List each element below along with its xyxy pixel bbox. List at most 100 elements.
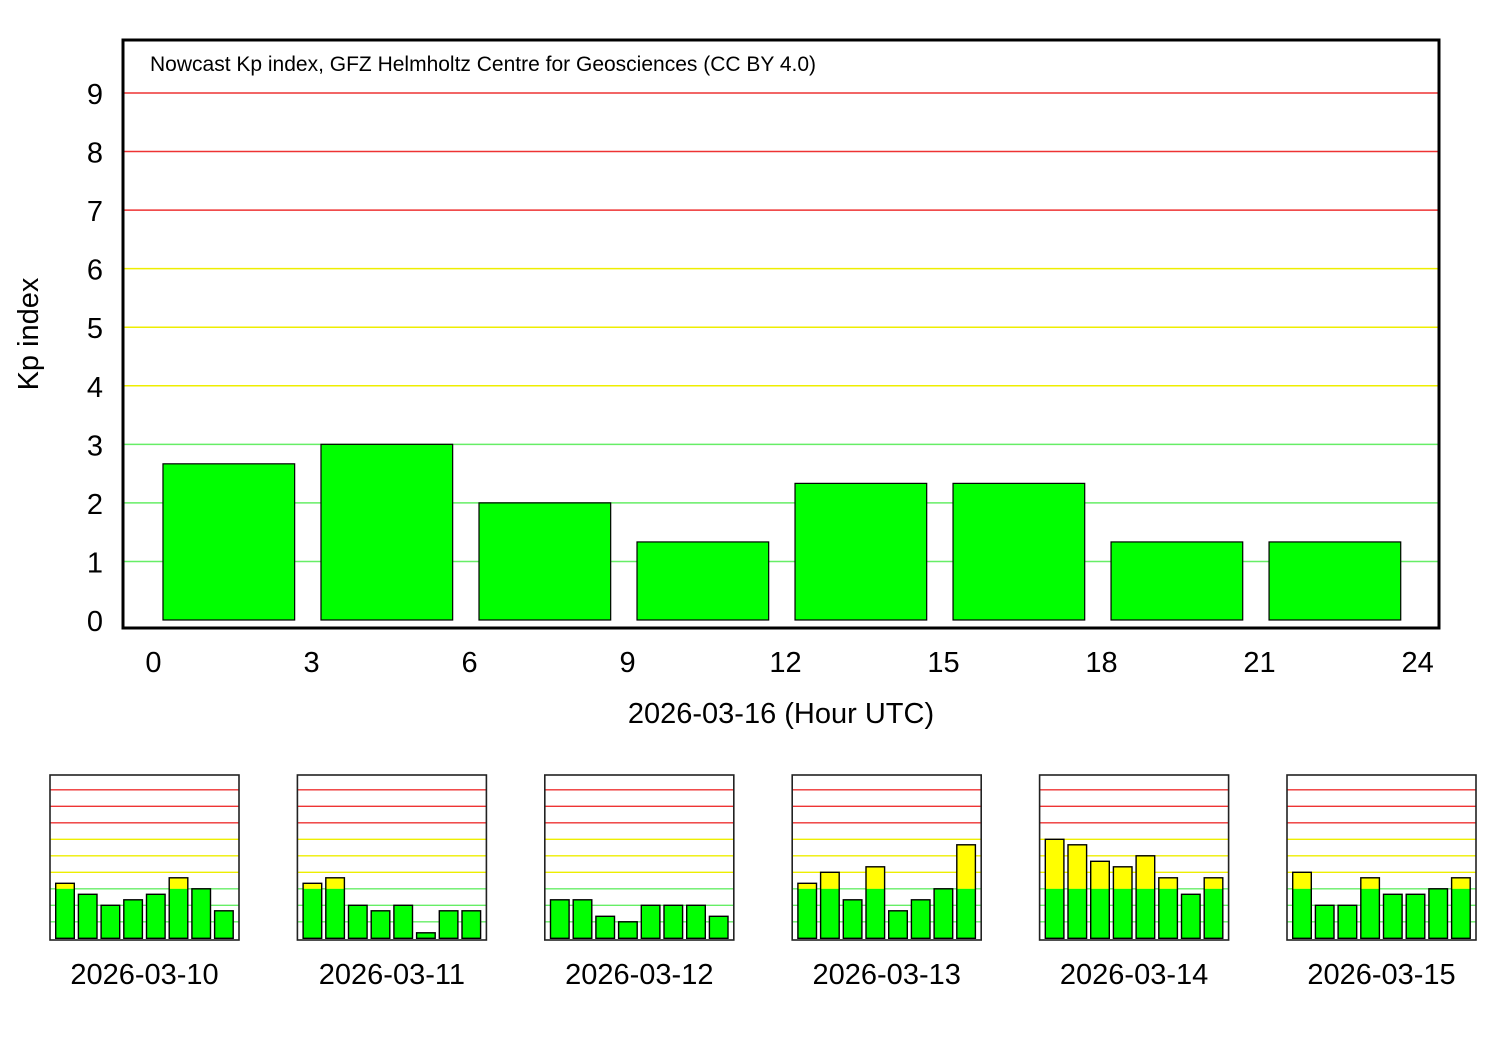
y-tick-label: 3 [87,430,103,462]
mini-kp-bar-quiet [169,888,188,939]
kp-bar [478,502,612,621]
mini-kp-bar [617,921,638,939]
kp-bar [636,541,770,621]
mini-kp-bar [1405,893,1426,939]
mini-kp-bar-quiet [439,910,458,939]
mini-kp-bar [1291,871,1312,939]
mini-kp-bar-quiet [191,888,211,939]
y-tick-label: 2 [87,489,103,521]
mini-kp-bar [663,904,684,939]
kp-bar-quiet [479,502,611,620]
y-tick-label: 4 [87,372,103,404]
mini-kp-bar-quiet [1383,894,1403,939]
mini-kp-bar [1450,877,1471,939]
mini-kp-bar-quiet [101,905,120,939]
mini-kp-bar-quiet [686,905,706,939]
mini-kp-bar [933,888,954,939]
mini-chart-date-label: 2026-03-13 [813,959,961,991]
mini-kp-bar-quiet [1090,888,1110,939]
mini-kp-bar [100,904,121,939]
kp-bar [794,482,928,621]
mini-kp-bar-active [1360,877,1380,889]
x-axis-label: 2026-03-16 (Hour UTC) [628,698,934,730]
mini-kp-bar-active [1136,855,1155,889]
x-tick-label: 18 [1085,647,1117,679]
mini-kp-bar-quiet [573,899,592,939]
mini-kp-bar [168,877,189,939]
mini-kp-bar [347,904,368,939]
mini-kp-bar-quiet [1181,894,1201,939]
mini-kp-bar [910,899,931,939]
mini-kp-bar [888,910,909,939]
mini-kp-bar-quiet [956,888,976,939]
y-tick-label: 9 [87,79,103,111]
mini-kp-bar [461,910,482,939]
mini-kp-bar-active [820,872,840,889]
mini-kp-bar [819,871,840,939]
mini-kp-bar-quiet [325,888,345,939]
mini-kp-bar [1158,877,1179,939]
mini-kp-bar [191,888,212,939]
kp-bar [1268,541,1402,621]
y-axis-label: Kp index [13,277,45,390]
mini-kp-bar-active [797,883,817,889]
y-tick-label: 5 [87,313,103,345]
mini-kp-bar-quiet [348,905,368,939]
mini-kp-bar [797,882,818,939]
mini-kp-bar-active [325,877,345,889]
mini-kp-bar-quiet [1315,905,1334,939]
mini-kp-bar-active [1045,839,1064,889]
mini-kp-bar [1314,904,1335,939]
mini-kp-bar-quiet [1136,888,1155,939]
x-tick-label: 9 [619,647,635,679]
kp-bar-quiet [795,483,927,620]
mini-kp-bar [1044,838,1065,939]
mini-kp-bar-quiet [595,916,615,939]
kp-bar [1110,541,1244,621]
mini-kp-bar-quiet [1451,888,1471,939]
mini-chart-2026-03-12: 2026-03-12 [543,774,735,991]
x-tick-label: 15 [927,647,959,679]
main-plot-frame [121,38,1441,630]
mini-kp-bar-quiet [550,899,570,939]
x-tick-label: 6 [461,647,477,679]
mini-plot-frame [791,774,983,941]
y-tick-label: 0 [87,606,103,638]
mini-chart-2026-03-11: 2026-03-11 [296,774,488,991]
chart-title: Nowcast Kp index, GFZ Helmholtz Centre f… [150,53,816,76]
mini-kp-bar [77,893,98,939]
kp-bar-quiet [162,463,295,620]
daily-mini-charts: 2026-03-10 2026-03-11 2026-03-12 2026-03-13… [49,774,1477,991]
mini-kp-bar [708,915,729,939]
mini-kp-bar-quiet [1292,888,1312,939]
mini-kp-bar-quiet [709,916,728,939]
mini-kp-bar-quiet [1068,888,1087,939]
mini-kp-bar-quiet [911,899,930,939]
mini-kp-bar-quiet [618,921,638,939]
kp-bar-quiet [1269,541,1401,620]
kp-bar [320,443,454,621]
mini-kp-bar [1360,877,1381,939]
y-tick-labels: 0 1 2 3 4 5 6 7 8 9 [87,79,103,638]
mini-kp-bar-active [866,866,885,889]
x-tick-label: 0 [145,647,161,679]
mini-plot-frame [296,774,488,941]
mini-kp-bar-active [956,844,976,889]
mini-kp-bar [842,899,863,939]
mini-kp-bar-quiet [843,899,862,939]
mini-kp-bar-active [1204,877,1223,889]
mini-kp-bar-quiet [416,932,436,939]
mini-kp-bar-quiet [146,894,166,939]
x-tick-labels: 0 3 6 9 12 15 18 21 24 [145,647,1433,679]
mini-kp-bar-active [1158,877,1178,889]
mini-plot-frame [49,774,240,941]
mini-kp-bar-quiet [888,910,908,939]
mini-chart-date-label: 2026-03-12 [565,959,713,991]
mini-kp-bar [1337,904,1358,939]
mini-kp-bar [415,932,436,939]
mini-plot-frame [543,774,735,941]
mini-kp-bar-active [1113,866,1132,889]
mini-plot-frame [1286,774,1477,941]
mini-chart-date-label: 2026-03-15 [1307,959,1455,991]
mini-kp-bar [572,899,593,939]
